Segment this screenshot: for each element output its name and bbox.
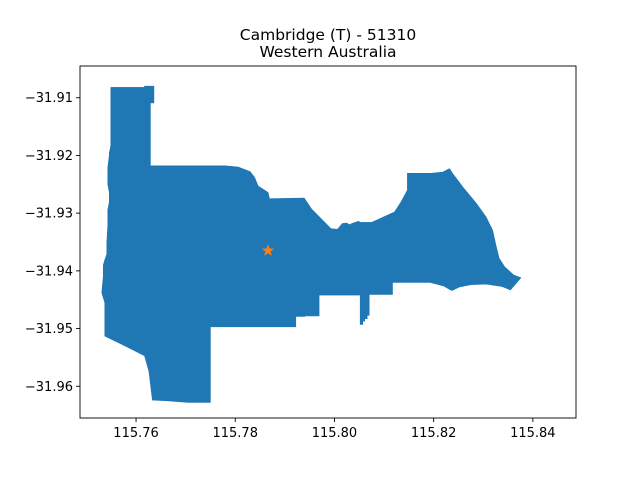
x-tick-label: 115.76	[113, 426, 159, 441]
y-tick-label: −31.95	[25, 322, 73, 337]
y-tick-label: −31.94	[25, 264, 73, 279]
x-tick-label: 115.78	[212, 426, 258, 441]
y-axis: −31.91 −31.92 −31.93 −31.94 −31.95 −31.96	[25, 91, 80, 395]
chart-title-line-1: Cambridge (T) - 51310	[240, 26, 416, 44]
y-tick-label: −31.92	[25, 149, 73, 164]
y-tick-label: −31.96	[25, 380, 73, 395]
y-tick-label: −31.91	[25, 91, 73, 106]
axes-frame	[79, 65, 577, 419]
x-tick-label: 115.82	[411, 426, 457, 441]
y-tick-label: −31.93	[25, 207, 73, 222]
x-tick-label: 115.84	[510, 426, 556, 441]
x-axis: 115.76 115.78 115.80 115.82 115.84	[113, 418, 556, 441]
x-tick-label: 115.80	[312, 426, 358, 441]
plot-area	[101, 85, 522, 403]
chart-title-line-2: Western Australia	[259, 43, 396, 61]
cambridge-region-polygon	[101, 85, 522, 403]
centroid-star-marker	[261, 244, 275, 256]
